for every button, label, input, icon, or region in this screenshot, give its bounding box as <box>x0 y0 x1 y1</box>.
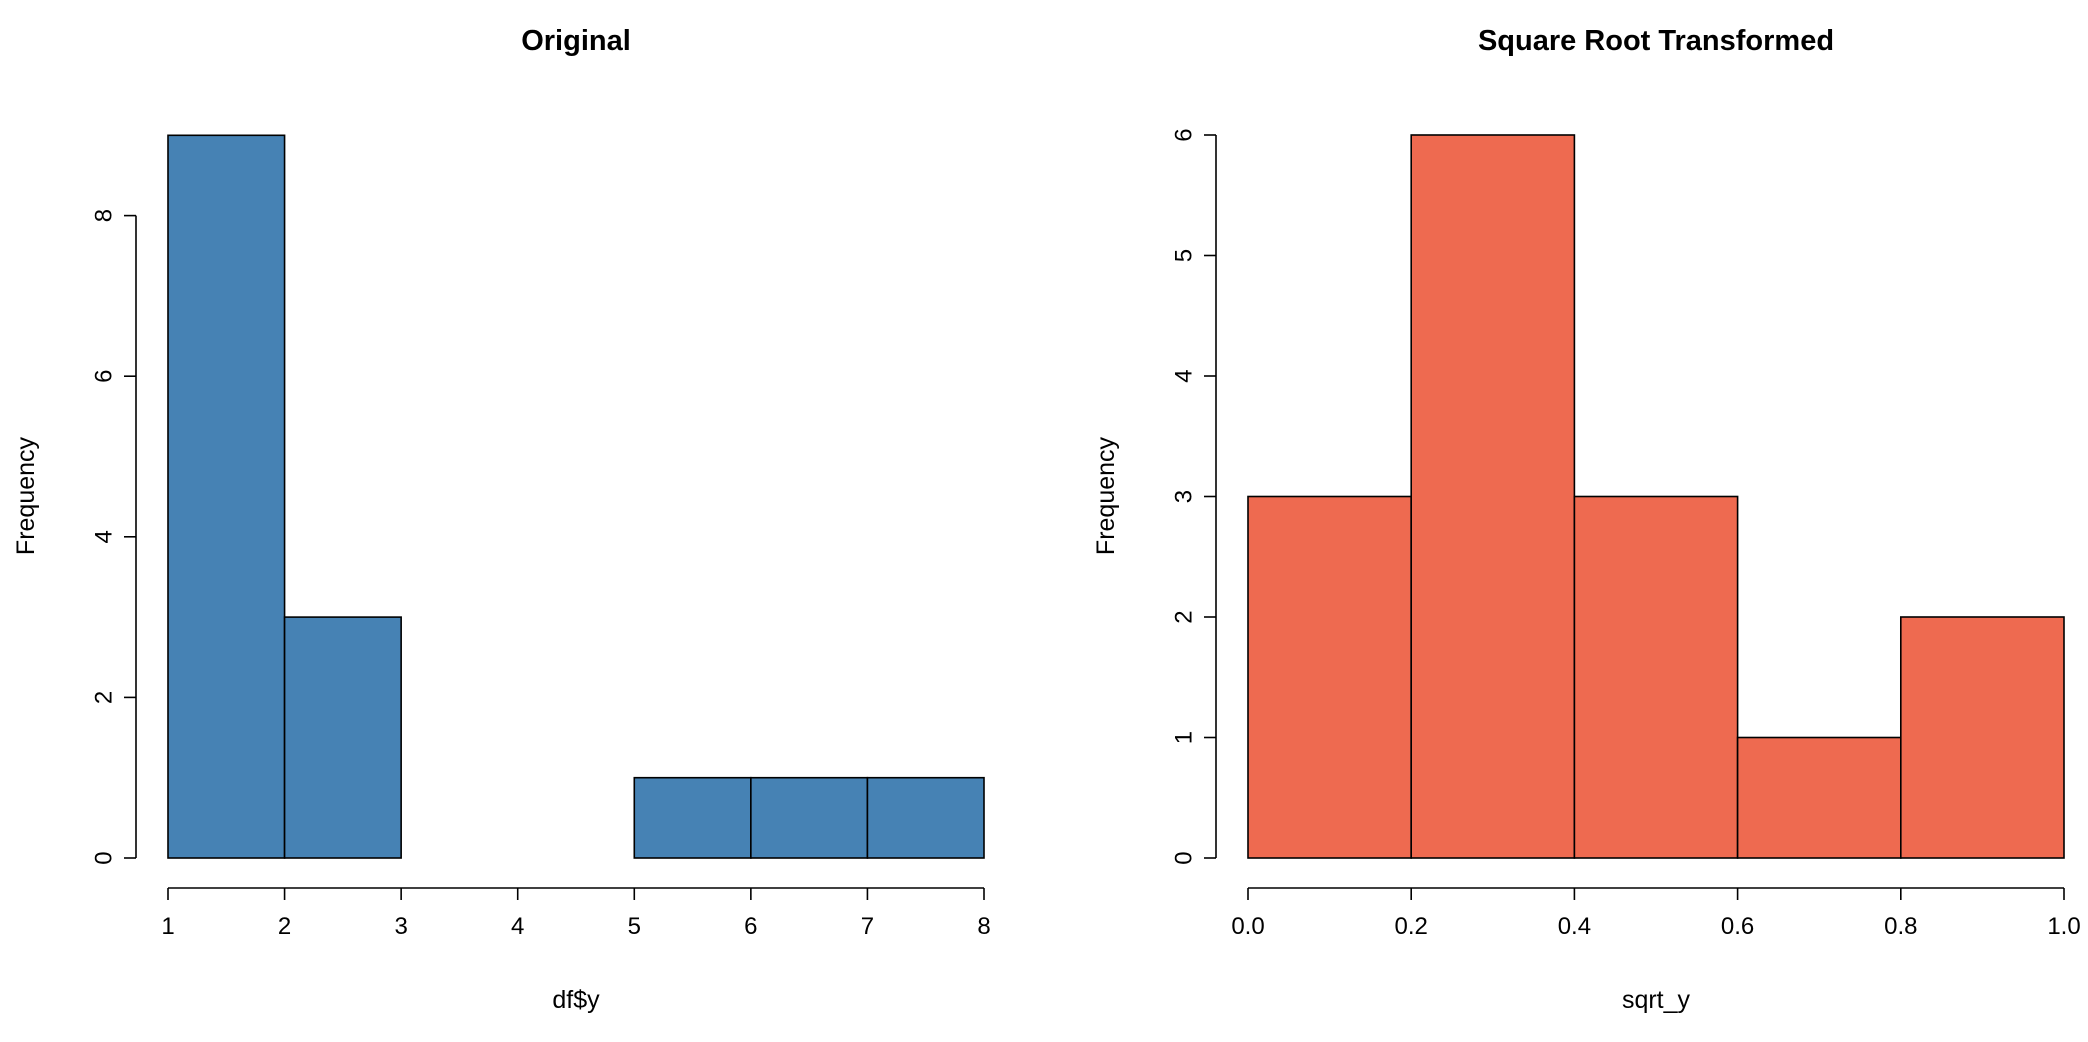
bars-group <box>167 134 985 859</box>
histogram-bar-2 <box>283 616 402 859</box>
x-tick-label: 0.6 <box>1721 913 1754 940</box>
x-axis-label: sqrt_y <box>1622 986 1691 1014</box>
x-tick-label: 7 <box>861 913 874 940</box>
histogram-bar-1 <box>1247 495 1412 859</box>
histogram-bar-2 <box>1410 134 1576 859</box>
x-tick-label: 3 <box>394 913 407 940</box>
y-tick-label: 5 <box>1171 249 1198 262</box>
x-tick-label: 5 <box>628 913 641 940</box>
histogram-bar-3 <box>1573 495 1739 859</box>
x-tick-label: 1 <box>161 913 174 940</box>
x-axis: 1 2 3 4 5 6 7 8 <box>161 887 991 940</box>
x-axis: 0.0 0.2 0.4 0.6 0.8 1.0 <box>1231 887 2081 940</box>
histogram-panel-sqrt: Square Root Transformed sqrt_y Frequency… <box>1044 0 2088 1037</box>
y-tick-label: 2 <box>1171 610 1198 623</box>
x-tick-label: 0.8 <box>1884 913 1917 940</box>
y-tick-label: 6 <box>91 370 118 383</box>
y-axis: 0 1 2 3 4 5 6 <box>1171 128 1217 865</box>
histogram-panel-original: Original df$y Frequency 1 2 3 4 5 6 7 8 0 2 4 6 8 <box>0 0 1044 1037</box>
histogram-bar-6 <box>750 776 869 859</box>
histogram-original: Original df$y Frequency 1 2 3 4 5 6 7 8 0 2 4 6 8 <box>12 25 991 1014</box>
histogram-bar-7 <box>866 776 985 859</box>
y-tick-label: 8 <box>91 209 118 222</box>
histogram-bar-5 <box>1899 616 2065 859</box>
y-tick-label: 6 <box>1171 128 1198 141</box>
x-tick-label: 2 <box>278 913 291 940</box>
histogram-bar-4 <box>1736 736 1902 859</box>
histogram-sqrt: Square Root Transformed sqrt_y Frequency… <box>1092 25 2081 1014</box>
x-tick-label: 0.0 <box>1231 913 1264 940</box>
chart-title: Square Root Transformed <box>1478 25 1834 57</box>
x-axis-label: df$y <box>552 986 600 1014</box>
y-axis-label: Frequency <box>12 436 40 555</box>
x-tick-label: 6 <box>744 913 757 940</box>
histogram-bar-5 <box>633 776 752 859</box>
histogram-bar-1 <box>167 134 286 859</box>
y-tick-label: 2 <box>91 691 118 704</box>
y-axis: 0 2 4 6 8 <box>91 209 137 865</box>
bars-group <box>1247 134 2065 859</box>
y-tick-label: 4 <box>1171 369 1198 382</box>
x-tick-label: 1.0 <box>2047 913 2080 940</box>
y-axis-label: Frequency <box>1092 436 1120 555</box>
y-tick-label: 3 <box>1171 490 1198 503</box>
y-tick-label: 0 <box>91 851 118 864</box>
y-tick-label: 0 <box>1171 851 1198 864</box>
y-tick-label: 1 <box>1171 731 1198 744</box>
x-tick-label: 8 <box>977 913 990 940</box>
chart-title: Original <box>521 25 631 57</box>
x-tick-label: 0.4 <box>1558 913 1591 940</box>
y-tick-label: 4 <box>91 530 118 543</box>
x-tick-label: 0.2 <box>1395 913 1428 940</box>
x-tick-label: 4 <box>511 913 524 940</box>
